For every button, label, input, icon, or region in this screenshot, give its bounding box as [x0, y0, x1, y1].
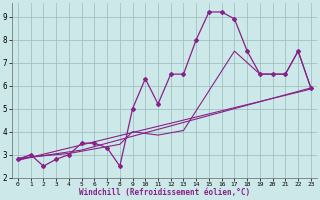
X-axis label: Windchill (Refroidissement éolien,°C): Windchill (Refroidissement éolien,°C): [79, 188, 250, 197]
